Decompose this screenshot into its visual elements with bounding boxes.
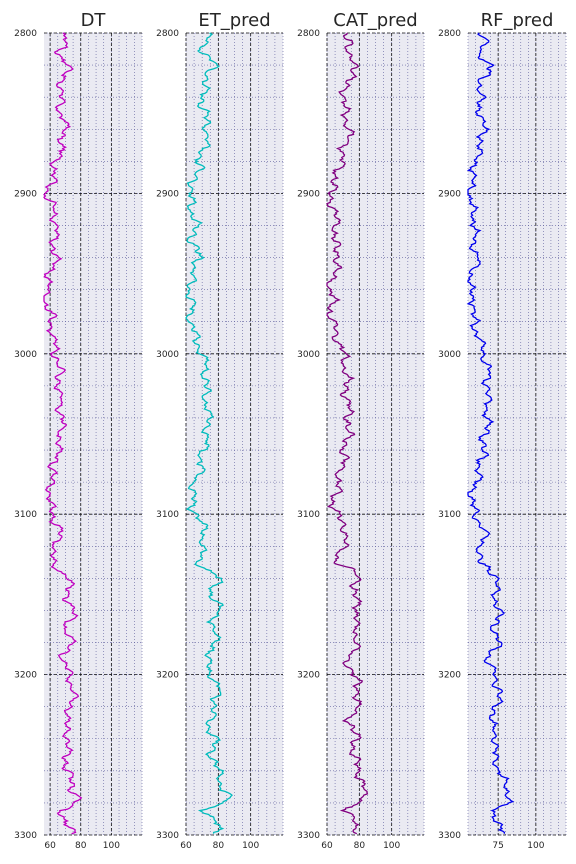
x-tick-label: 60	[180, 841, 192, 851]
panel-title: DT	[81, 10, 107, 31]
y-tick-label: 2800	[156, 29, 179, 39]
panel-title: RF_pred	[481, 10, 554, 31]
series-line-dt	[43, 32, 83, 835]
y-tick-label: 3300	[297, 831, 320, 841]
x-tick-label: 100	[527, 841, 544, 851]
x-tick-label: 80	[354, 841, 366, 851]
y-tick-label: 2900	[297, 189, 320, 199]
y-tick-label: 2900	[438, 189, 461, 199]
y-tick-label: 3300	[156, 831, 179, 841]
y-tick-label: 3100	[156, 510, 179, 520]
x-tick-label: 60	[321, 841, 333, 851]
x-tick-label: 100	[383, 841, 400, 851]
panel-title: CAT_pred	[333, 10, 417, 31]
y-tick-label: 3200	[297, 671, 320, 681]
y-tick-label: 3300	[14, 831, 37, 841]
y-tick-label: 3200	[14, 671, 37, 681]
y-tick-label: 2800	[438, 29, 461, 39]
series-line-rf-pred	[466, 32, 515, 834]
x-tick-label: 100	[242, 841, 259, 851]
x-tick-label: 100	[103, 841, 120, 851]
x-tick-label: 80	[75, 841, 87, 851]
plot-background	[44, 33, 142, 835]
y-tick-label: 3000	[14, 350, 37, 360]
x-tick-label: 60	[44, 841, 56, 851]
y-tick-label: 2900	[156, 189, 179, 199]
y-tick-label: 3200	[156, 671, 179, 681]
y-tick-label: 3000	[156, 350, 179, 360]
y-tick-label: 2900	[14, 189, 37, 199]
series-line-et-pred	[185, 32, 233, 834]
y-tick-label: 3100	[297, 510, 320, 520]
y-tick-label: 3000	[438, 350, 461, 360]
y-tick-label: 2800	[297, 29, 320, 39]
y-tick-label: 3100	[14, 510, 37, 520]
x-tick-label: 80	[213, 841, 225, 851]
y-tick-label: 2800	[14, 29, 37, 39]
y-tick-label: 3100	[438, 510, 461, 520]
series-line-cat-pred	[326, 32, 369, 835]
panel-title: ET_pred	[198, 10, 270, 31]
y-tick-label: 3300	[438, 831, 461, 841]
y-tick-label: 3200	[438, 671, 461, 681]
x-tick-label: 75	[492, 841, 503, 851]
y-tick-label: 3000	[297, 350, 320, 360]
plot-background	[186, 33, 283, 835]
